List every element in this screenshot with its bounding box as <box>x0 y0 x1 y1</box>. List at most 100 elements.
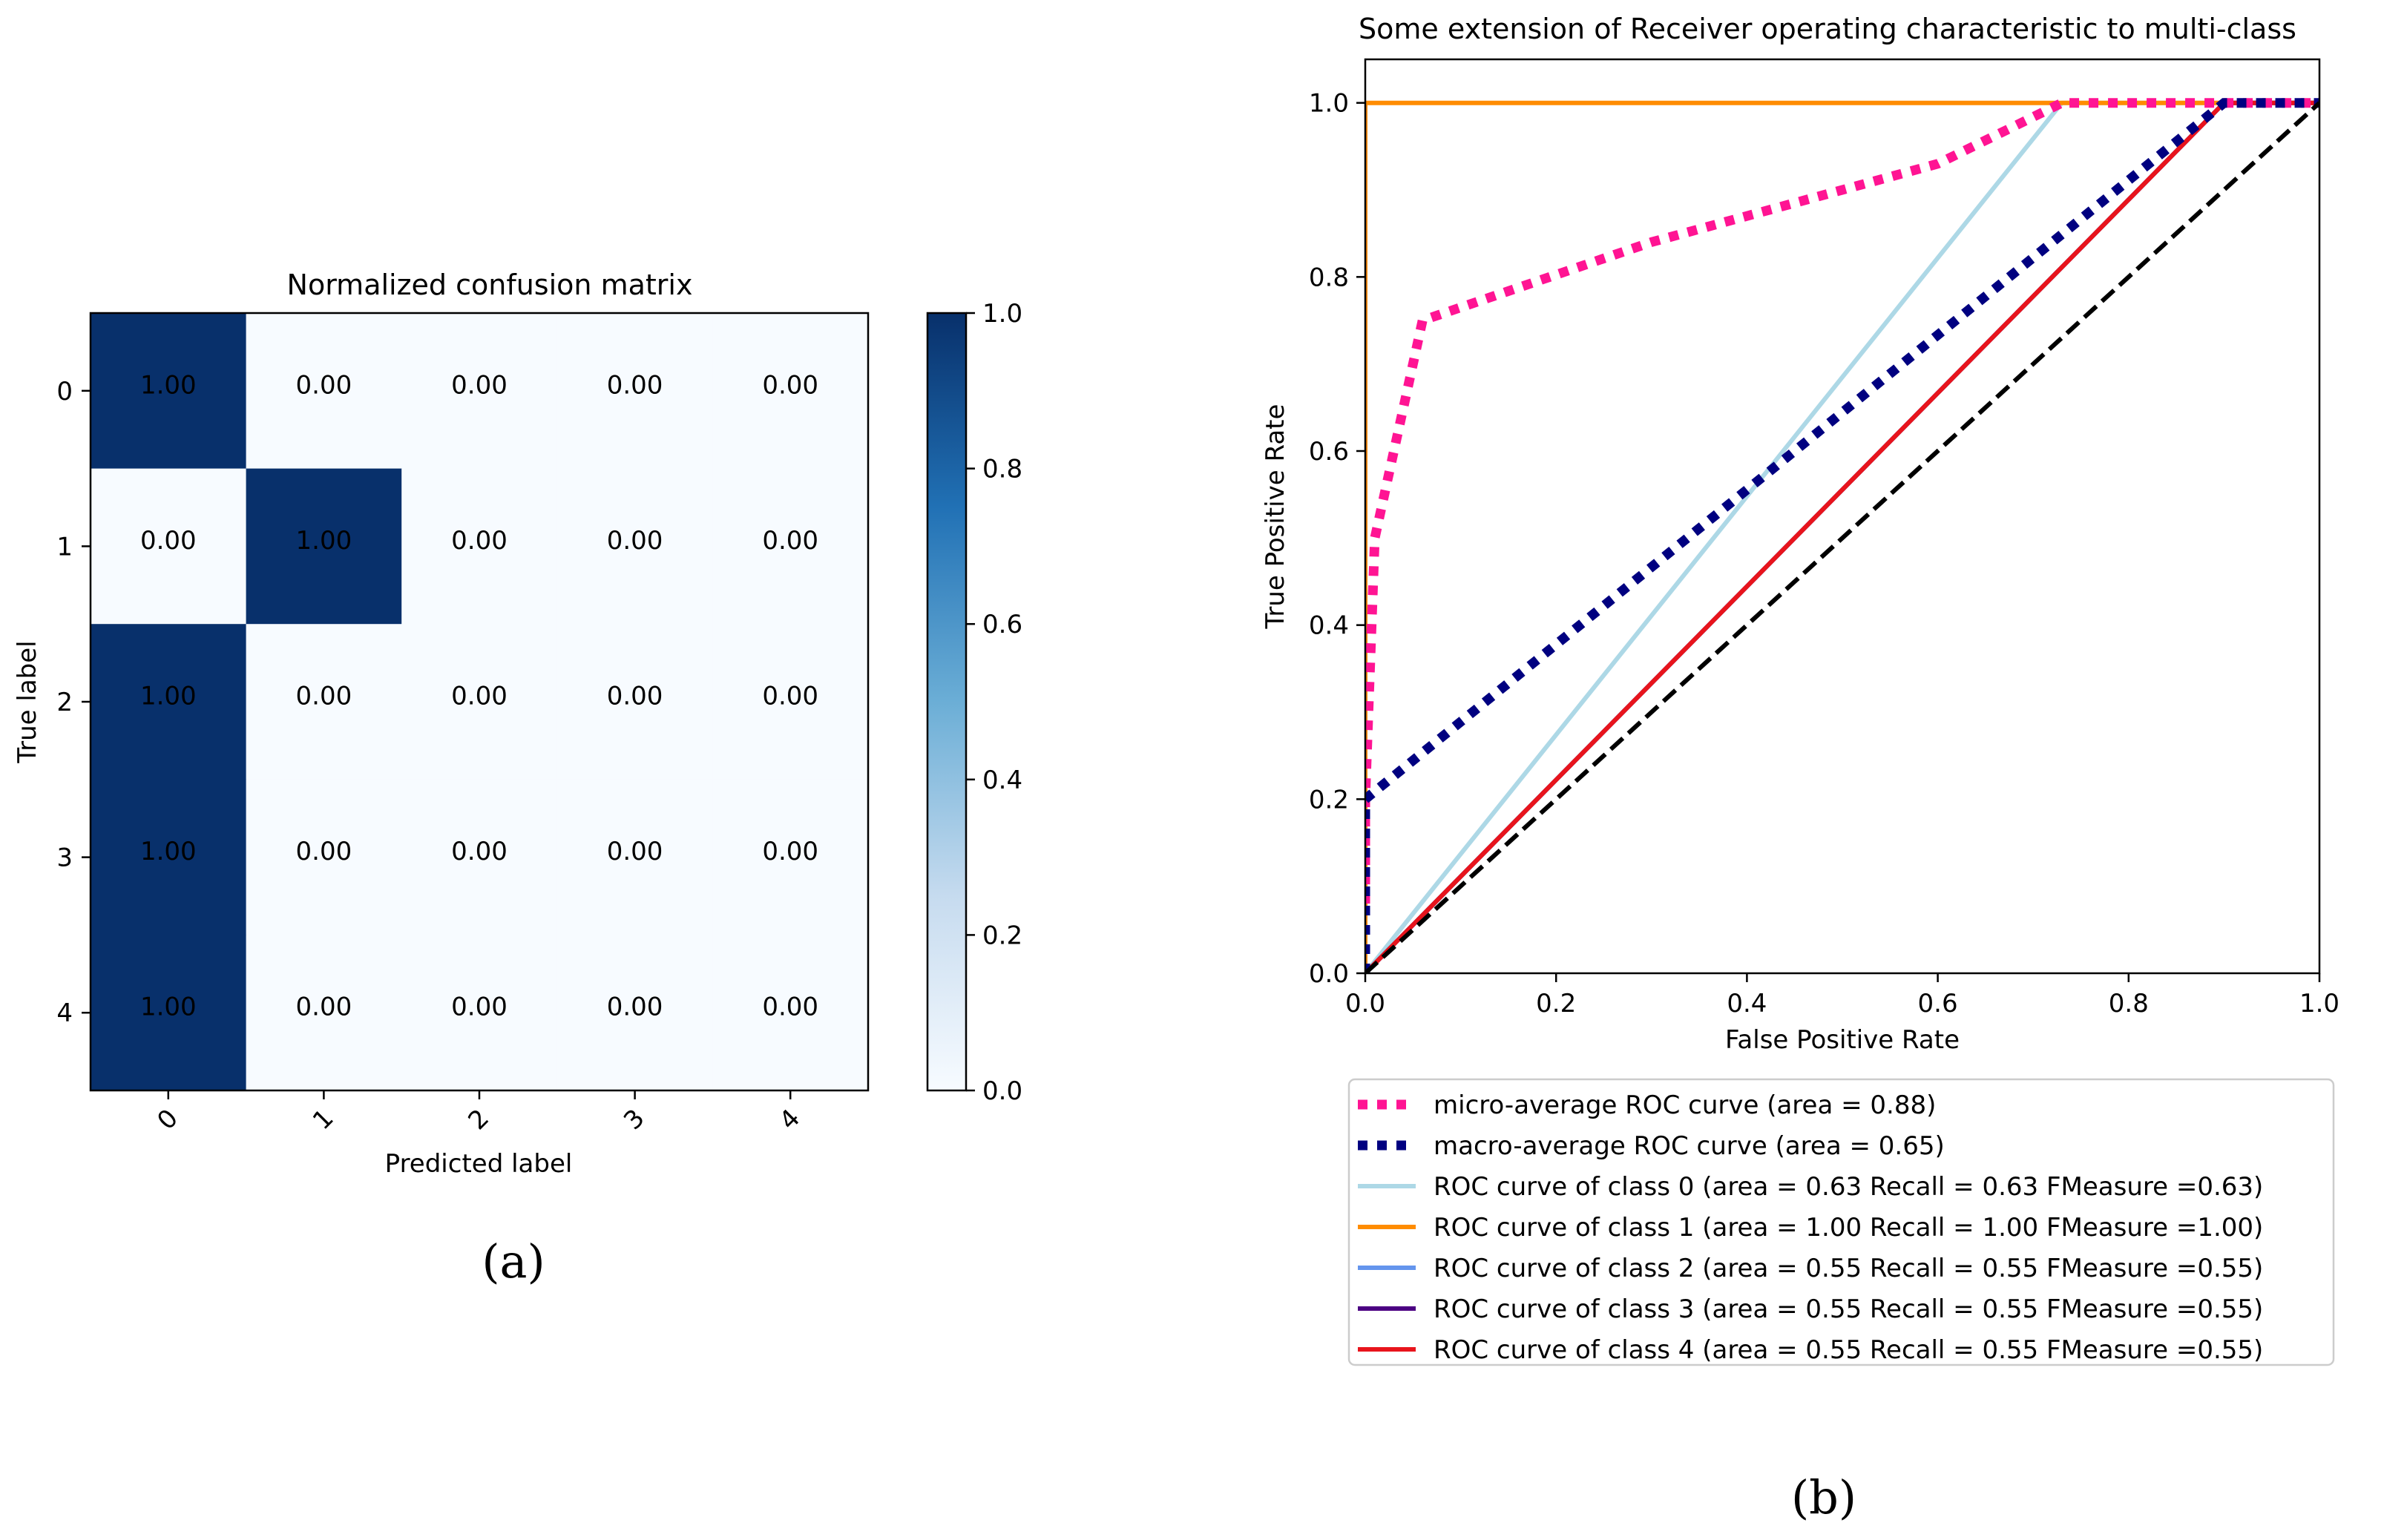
cm-cell-label-3-0: 1.00 <box>140 837 197 866</box>
cm-cell-label-4-0: 1.00 <box>140 993 197 1022</box>
cm-cell-1-1 <box>246 468 402 625</box>
cm-cell-label-2-3: 0.00 <box>607 682 663 711</box>
cm-cell-label-1-4: 0.00 <box>762 526 818 556</box>
cm-cell-label-1-2: 0.00 <box>451 526 508 556</box>
cm-xtick-label: 1 <box>307 1103 340 1136</box>
roc-legend: micro-average ROC curve (area = 0.88) mac… <box>1347 1078 2335 1366</box>
cm-cell-label-3-3: 0.00 <box>607 837 663 866</box>
colorbar <box>926 312 968 1092</box>
cm-cell-label-0-0: 1.00 <box>140 370 197 400</box>
cm-cell-label-0-4: 0.00 <box>762 370 818 400</box>
legend-label-4: ROC curve of class 2 (area = 0.55 Recall… <box>1434 1254 2263 1283</box>
roc-xlabel: False Positive Rate <box>1725 1025 1960 1055</box>
roc-ylabel: True Positive Rate <box>1261 404 1290 630</box>
colorbar-tick-label: 1.0 <box>982 299 1022 329</box>
confusion-matrix-title: Normalized confusion matrix <box>287 269 693 301</box>
cm-ytick-label: 2 <box>56 688 73 717</box>
colorbar-tick-label: 0.0 <box>982 1076 1022 1106</box>
cm-cell-label-3-4: 0.00 <box>762 837 818 866</box>
legend-label-1: macro-average ROC curve (area = 0.65) <box>1434 1131 1945 1161</box>
cm-cell-2-3 <box>556 624 713 780</box>
cm-cell-1-0 <box>91 468 247 625</box>
roc-ytick-label: 0.6 <box>1309 437 1349 467</box>
colorbar-tick-label: 0.8 <box>982 455 1022 484</box>
cm-cell-label-2-1: 0.00 <box>296 682 352 711</box>
cm-ytick-label: 3 <box>56 843 73 873</box>
roc-ytick-label: 0.8 <box>1309 263 1349 292</box>
cm-cell-4-1 <box>246 935 402 1091</box>
cm-cell-3-2 <box>401 779 558 935</box>
confusion-matrix-xlabel: Predicted label <box>385 1149 573 1179</box>
roc-series-line-3 <box>1365 100 2319 973</box>
cm-cell-label-2-4: 0.00 <box>762 682 818 711</box>
cm-xtick-label: 0 <box>151 1103 184 1136</box>
roc-panel: Some extension of Receiver operating cha… <box>1261 13 2339 1524</box>
roc-ytick-label: 1.0 <box>1309 89 1349 119</box>
cm-cell-2-1 <box>246 624 402 780</box>
cm-cell-0-0 <box>91 313 247 470</box>
cm-cell-3-4 <box>712 779 869 935</box>
cm-ytick-label: 1 <box>56 532 73 562</box>
cm-cell-label-2-2: 0.00 <box>451 682 508 711</box>
cm-ytick-label: 4 <box>56 998 73 1028</box>
cm-cell-label-4-2: 0.00 <box>451 993 508 1022</box>
cm-cell-2-2 <box>401 624 558 780</box>
cm-cell-0-2 <box>401 313 558 470</box>
cm-cell-label-0-1: 0.00 <box>296 370 352 400</box>
confusion-matrix-ylabel: True label <box>13 640 42 763</box>
roc-frame <box>1364 58 2321 975</box>
roc-ytick-label: 0.0 <box>1309 959 1349 989</box>
cm-xtick-label: 2 <box>462 1103 495 1136</box>
cm-ytick-label: 0 <box>56 377 73 407</box>
cm-cell-label-4-4: 0.00 <box>762 993 818 1022</box>
colorbar-ticks: 0.0 0.2 0.4 0.6 0.8 1.0 <box>966 299 1022 1106</box>
cm-cell-3-1 <box>246 779 402 935</box>
cm-cell-4-4 <box>712 935 869 1091</box>
roc-reference-diagonal <box>1365 101 2319 973</box>
colorbar-tick-label: 0.2 <box>982 921 1022 950</box>
cm-cell-label-1-0: 0.00 <box>140 526 197 556</box>
cm-cell-1-3 <box>556 468 713 625</box>
caption-a: (a) <box>482 1234 545 1289</box>
legend-label-3: ROC curve of class 1 (area = 1.00 Recall… <box>1434 1213 2263 1243</box>
roc-legend-frame <box>1347 1078 2335 1366</box>
roc-xtick-label: 0.0 <box>1345 989 1385 1019</box>
roc-xtick-label: 0.6 <box>1918 989 1958 1019</box>
roc-ytick-label: 0.4 <box>1309 611 1349 641</box>
roc-xtick-label: 0.2 <box>1536 989 1576 1019</box>
legend-label-5: ROC curve of class 3 (area = 0.55 Recall… <box>1434 1294 2263 1324</box>
roc-lines <box>1365 98 2319 973</box>
cm-cell-1-2 <box>401 468 558 625</box>
legend-label-0: micro-average ROC curve (area = 0.88) <box>1434 1090 1936 1120</box>
cm-cell-label-4-3: 0.00 <box>607 993 663 1022</box>
cm-cell-0-4 <box>712 313 869 470</box>
confusion-matrix-panel: Normalized confusion matrix 1.00 0.00 0.00… <box>13 269 1022 1289</box>
cm-cell-label-0-2: 0.00 <box>451 370 508 400</box>
cm-xtick-label: 3 <box>618 1103 651 1136</box>
cm-cell-2-4 <box>712 624 869 780</box>
roc-title: Some extension of Receiver operating cha… <box>1359 13 2296 45</box>
cm-cell-label-1-1: 1.00 <box>296 526 352 556</box>
cm-cell-label-3-1: 0.00 <box>296 837 352 866</box>
cm-cell-2-0 <box>91 624 247 780</box>
roc-ticks: 0.0 0.2 0.4 0.6 0.8 1.0 0.0 0.2 0.4 0.6 0.8 1.0 <box>1309 89 2339 1019</box>
cm-cell-3-3 <box>556 779 713 935</box>
cm-cell-label-2-0: 1.00 <box>140 682 197 711</box>
legend-label-6: ROC curve of class 4 (area = 0.55 Recall… <box>1434 1335 2263 1365</box>
cm-cell-0-3 <box>556 313 713 470</box>
cm-cell-4-2 <box>401 935 558 1091</box>
cm-cell-label-0-3: 0.00 <box>607 370 663 400</box>
roc-xtick-label: 0.4 <box>1727 989 1767 1019</box>
cm-cell-4-0 <box>91 935 247 1091</box>
roc-series-line-0 <box>1365 98 2319 904</box>
colorbar-tick-label: 0.4 <box>982 766 1022 795</box>
roc-ytick-label: 0.2 <box>1309 785 1349 815</box>
cm-cell-label-1-3: 0.00 <box>607 526 663 556</box>
confusion-matrix-cells: 1.00 0.00 0.00 0.00 0.00 0.00 1.00 0.00 0.00 0.00… <box>91 313 869 1091</box>
cm-cell-label-4-1: 0.00 <box>296 993 352 1022</box>
colorbar-tick-label: 0.6 <box>982 610 1022 639</box>
legend-label-2: ROC curve of class 0 (area = 0.63 Recall… <box>1434 1172 2263 1202</box>
cm-xtick-label: 4 <box>774 1103 807 1136</box>
cm-cell-4-3 <box>556 935 713 1091</box>
